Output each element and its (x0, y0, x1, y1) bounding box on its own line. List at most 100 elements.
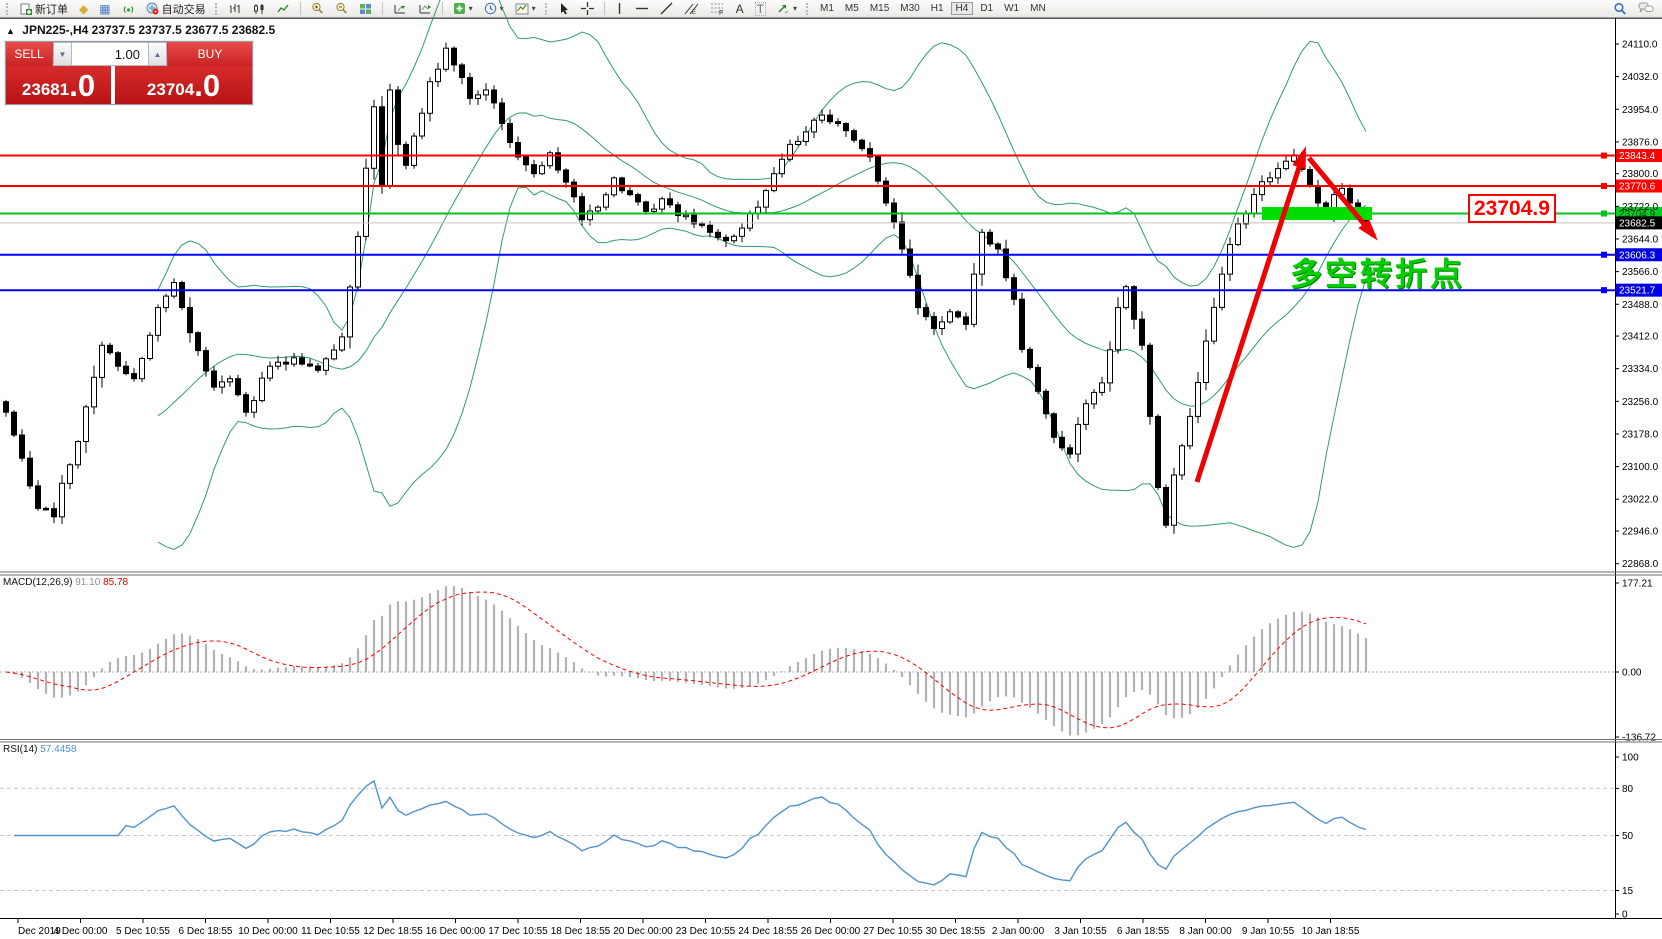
autotrading-icon (146, 2, 159, 15)
svg-text:23100.0: 23100.0 (1622, 462, 1659, 473)
candlestick-series (3, 42, 1369, 534)
zoom-out-button[interactable] (331, 1, 352, 17)
volume-field[interactable]: 1.00 (72, 42, 148, 66)
macd-label: MACD(12,26,9) 91.10 85.78 (3, 577, 128, 588)
indicators-button[interactable]: ▾ (449, 1, 477, 17)
price-axis: 24110.0 24032.0 23954.0 23876.0 23800.0 23722… (1615, 40, 1659, 570)
buy-price[interactable]: 23704 .0 (115, 66, 252, 104)
vertical-line-button[interactable] (611, 1, 628, 17)
svg-text:3 Jan 10:55: 3 Jan 10:55 (1054, 926, 1107, 937)
svg-text:23178.0: 23178.0 (1622, 429, 1659, 440)
text-button[interactable]: A (732, 1, 748, 17)
tab-timeframe-m15[interactable]: M15 (869, 3, 890, 14)
tab-timeframe-h1[interactable]: H1 (930, 3, 944, 14)
svg-text:23256.0: 23256.0 (1622, 397, 1659, 408)
indicators-add-icon (453, 3, 465, 14)
horizontal-line-button[interactable] (631, 1, 653, 17)
quote-symbol: JPN225-,H4 (22, 23, 89, 37)
new-order-icon (20, 3, 32, 15)
comments-button[interactable] (1634, 1, 1658, 17)
tab-timeframe-h4[interactable]: H4 (950, 2, 974, 15)
layouts-button[interactable]: ◆ (75, 1, 92, 17)
toolbar-grip[interactable] (214, 2, 220, 15)
dropdown-caret-icon: ▾ (499, 4, 504, 13)
text-label-button[interactable]: T (751, 1, 770, 17)
svg-text:30 Dec 18:55: 30 Dec 18:55 (926, 926, 986, 937)
trendline-icon (660, 2, 673, 15)
sell-price[interactable]: 23681 .0 (6, 66, 111, 104)
macd-name: MACD(12,26,9) (3, 577, 73, 588)
periods-clock-icon (484, 2, 496, 15)
autotrading-button[interactable]: 自动交易 (142, 1, 210, 17)
dropdown-caret-icon: ▾ (531, 4, 536, 13)
svg-text:F: F (719, 10, 723, 15)
svg-text:4 Dec 00:00: 4 Dec 00:00 (54, 926, 108, 937)
chart-annotation[interactable]: 多空转折点 (1290, 256, 1466, 292)
cursor-button[interactable] (555, 1, 574, 17)
svg-text:27 Dec 10:55: 27 Dec 10:55 (863, 926, 923, 937)
macd-signal-value: 85.78 (103, 577, 129, 588)
chart-candles-button[interactable] (249, 1, 270, 17)
trendline-button[interactable] (656, 1, 677, 17)
svg-text:23704.9: 23704.9 (1619, 209, 1656, 220)
chart-shift-button[interactable] (389, 1, 411, 17)
zoom-in-button[interactable] (307, 1, 328, 17)
toolbar-grip[interactable] (6, 2, 11, 15)
rsi-value: 57.4458 (40, 744, 77, 755)
drawings (1194, 146, 1378, 483)
sell-price-pips: .0 (69, 68, 96, 103)
highlight-zone[interactable] (1262, 206, 1372, 220)
tab-timeframe-m30[interactable]: M30 (900, 3, 920, 14)
svg-text:24 Dec 18:55: 24 Dec 18:55 (738, 926, 798, 937)
chart-autoscroll-icon (419, 4, 431, 13)
tab-timeframe-m1[interactable]: M1 (820, 3, 834, 14)
svg-text:16 Dec 00:00: 16 Dec 00:00 (426, 926, 486, 937)
market-watch-button[interactable]: ▦ (95, 1, 114, 17)
tab-timeframe-m5[interactable]: M5 (844, 3, 859, 14)
zoom-out-icon (335, 2, 347, 14)
svg-text:23800.0: 23800.0 (1622, 169, 1659, 180)
layouts-icon: ◆ (79, 1, 89, 16)
svg-text:100: 100 (1622, 753, 1639, 764)
svg-text:-136.72: -136.72 (1622, 733, 1656, 744)
text-icon: A (735, 1, 744, 16)
toolbar-grip[interactable] (544, 2, 550, 15)
templates-button[interactable]: ▾ (511, 1, 540, 17)
macd-main-value: 91.10 (75, 577, 101, 588)
toolbar-grip[interactable] (806, 2, 811, 15)
rsi-label: RSI(14) 57.4458 (3, 744, 76, 755)
equidistant-channel-button[interactable]: E (680, 1, 703, 17)
periods-button[interactable]: ▾ (480, 1, 508, 17)
tab-timeframe-w1[interactable]: W1 (1004, 3, 1020, 14)
search-icon (1614, 2, 1626, 15)
buy-price-main: 23704 (146, 80, 195, 99)
volume-increase-button[interactable]: ▲ (148, 42, 167, 66)
search-button[interactable] (1609, 1, 1631, 17)
templates-icon (515, 3, 529, 14)
svg-text:24032.0: 24032.0 (1622, 72, 1659, 83)
tab-timeframe-d1[interactable]: D1 (980, 3, 994, 14)
tab-timeframe-mn[interactable]: MN (1030, 3, 1046, 14)
rsi-pane: 100 80 50 15 0 (0, 753, 1639, 921)
arrows-button[interactable]: ▾ (773, 1, 801, 17)
chart-frame (0, 18, 1662, 919)
buy-button[interactable]: BUY (168, 42, 252, 66)
svg-text:15: 15 (1622, 886, 1634, 897)
svg-text:6 Jan 18:55: 6 Jan 18:55 (1117, 926, 1170, 937)
signals-button[interactable] (118, 1, 139, 17)
crosshair-icon (580, 2, 594, 15)
fibonacci-button[interactable]: F (706, 1, 729, 17)
sell-button[interactable]: SELL (6, 42, 52, 66)
new-order-button[interactable]: 新订单 (16, 1, 72, 17)
crosshair-button[interactable] (577, 1, 598, 17)
svg-text:22946.0: 22946.0 (1622, 527, 1659, 538)
autotrading-label: 自动交易 (161, 3, 206, 16)
chart-autoscroll-button[interactable] (414, 1, 436, 17)
chart-line-button[interactable] (273, 1, 294, 17)
tile-windows-icon (359, 3, 371, 14)
volume-decrease-button[interactable]: ▼ (53, 42, 72, 66)
tile-windows-button[interactable] (355, 1, 376, 17)
chart-bars-button[interactable] (225, 1, 246, 17)
rsi-name: RSI(14) (3, 744, 38, 755)
price-callout[interactable]: 23704.9 (1468, 194, 1556, 223)
